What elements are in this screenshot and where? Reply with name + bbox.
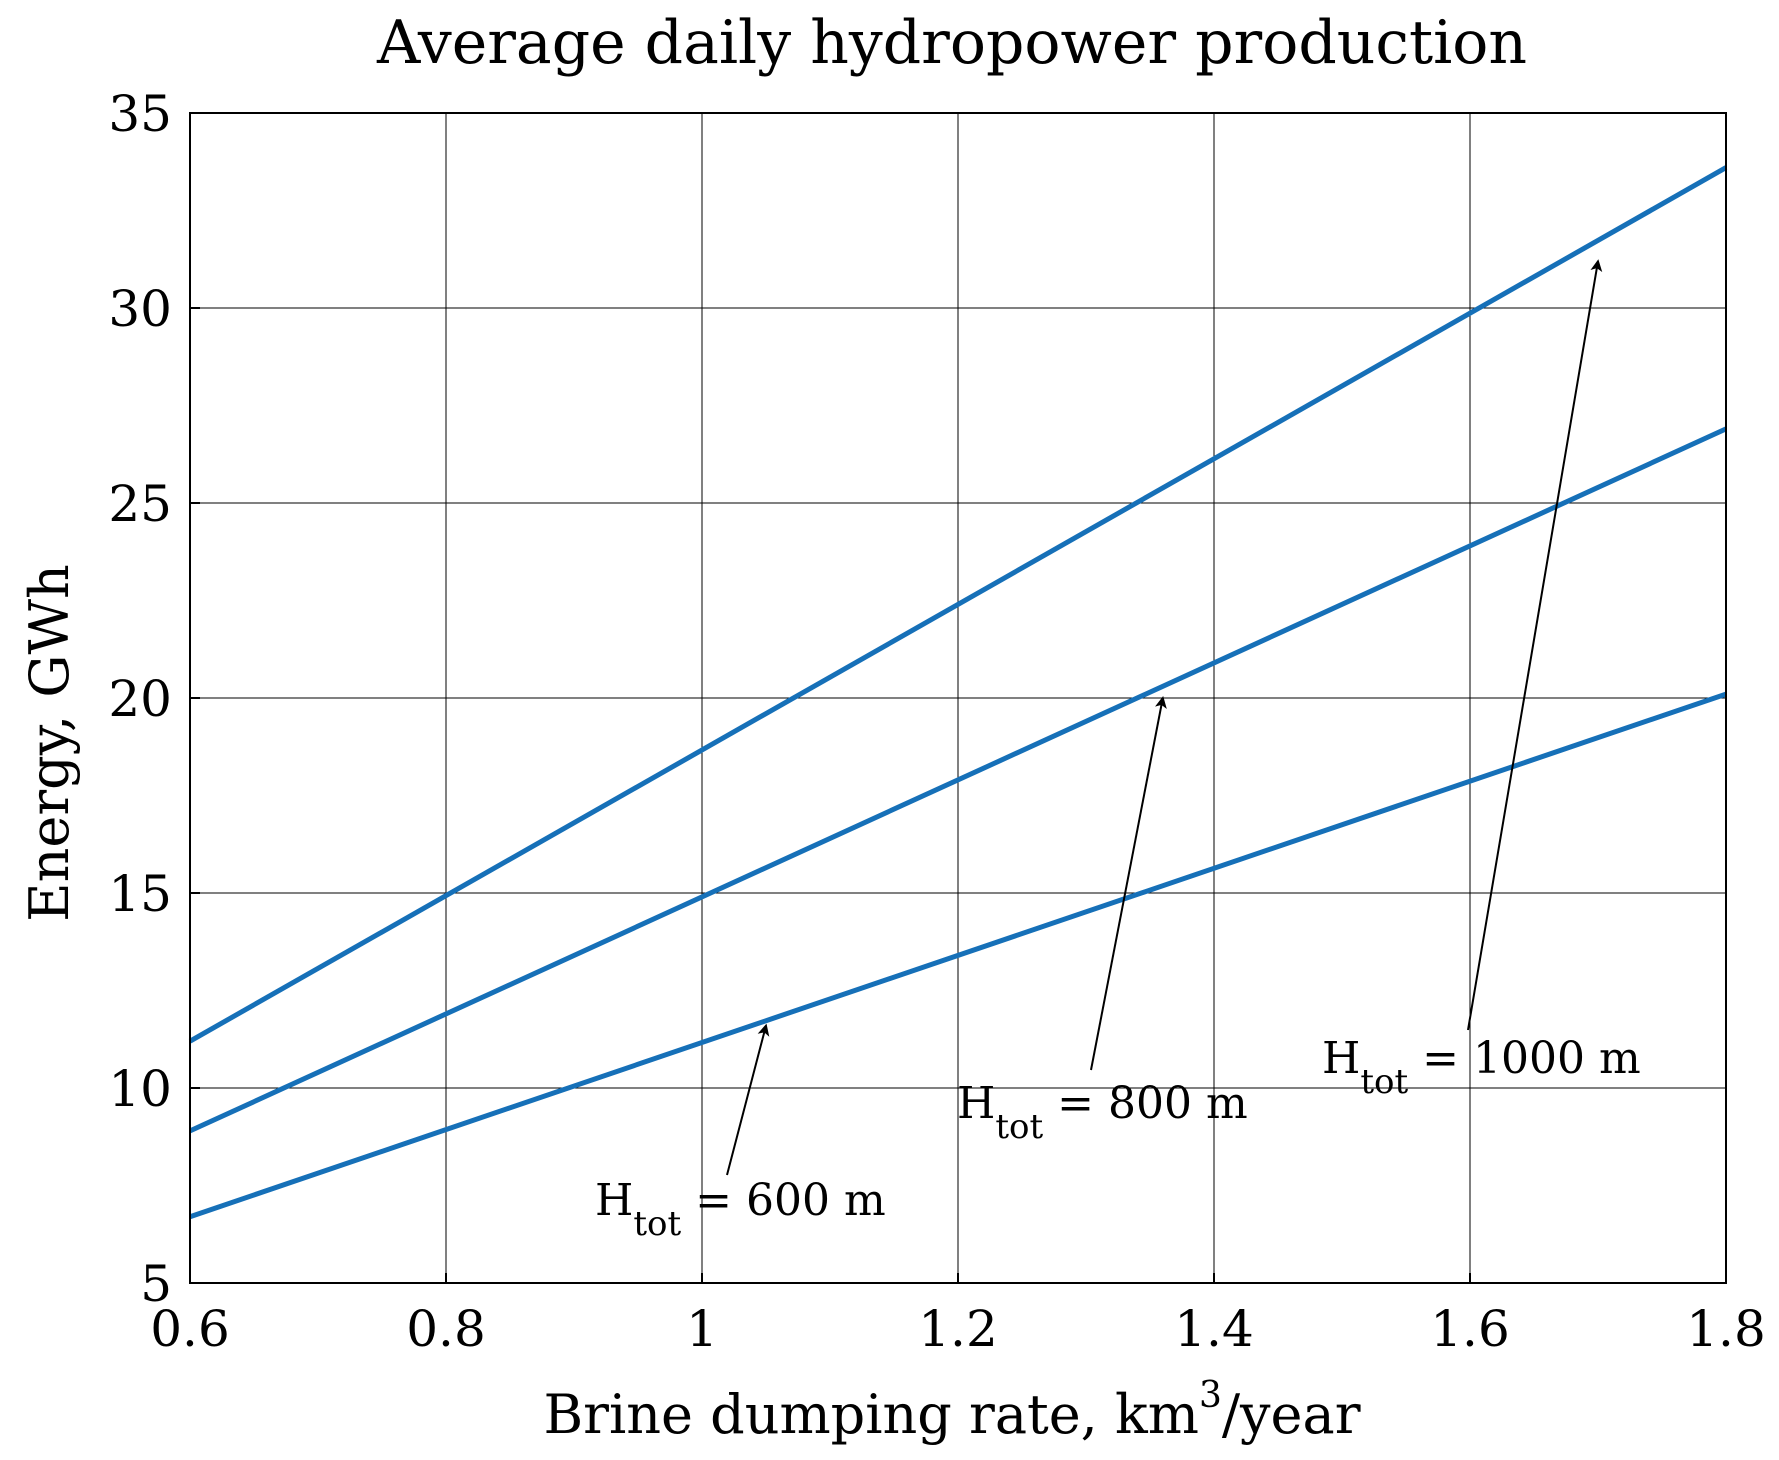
x-tick-label: 0.6 — [150, 1300, 230, 1358]
x-tick-label: 1.4 — [1174, 1300, 1254, 1358]
y-tick-label: 35 — [108, 85, 172, 143]
x-tick-label: 1.2 — [918, 1300, 998, 1358]
series-line-2 — [188, 426, 1728, 1134]
chart-title: Average daily hydropower production — [376, 8, 1527, 78]
x-tick-label: 1 — [686, 1300, 718, 1358]
x-tick-labels: 0.6 0.8 1 1.2 1.4 1.6 1.8 — [150, 1273, 1766, 1358]
series-group — [188, 165, 1728, 1220]
y-tick-label: 10 — [108, 1060, 172, 1118]
annotation-main: H — [595, 1175, 633, 1226]
x-axis-label-prefix: Brine dumping rate, km — [543, 1383, 1199, 1446]
annotation-arrow-2 — [1090, 696, 1167, 1071]
y-axis-label: Energy, GWh — [18, 564, 81, 922]
annotation-arrow-3 — [1467, 259, 1603, 1031]
annotation-main: H — [1322, 1033, 1360, 1084]
series-line-1 — [189, 691, 1727, 1220]
y-tick-label: 5 — [140, 1255, 172, 1313]
x-tick-label: 1.8 — [1686, 1300, 1766, 1358]
annotation-label-1: Htot = 600 m — [595, 1175, 886, 1244]
y-tick-labels: 5 10 15 20 25 30 35 — [108, 85, 200, 1313]
annotation-rest: = 600 m — [681, 1175, 886, 1226]
annotation-subscript: tot — [633, 1204, 681, 1244]
x-axis-label-sup: 3 — [1199, 1375, 1222, 1416]
y-tick-label: 25 — [108, 475, 172, 533]
y-tick-label: 20 — [108, 670, 172, 728]
annotation-main: H — [957, 1078, 995, 1129]
annotation-rest: = 1000 m — [1408, 1033, 1641, 1084]
x-tick-label: 1.6 — [1430, 1300, 1510, 1358]
series-line-3 — [188, 165, 1728, 1044]
annotation-rest: = 800 m — [1043, 1078, 1248, 1129]
annotation-label-3: Htot = 1000 m — [1322, 1033, 1641, 1102]
y-tick-label: 30 — [108, 280, 172, 338]
annotation-subscript: tot — [995, 1107, 1043, 1147]
annotation-arrow-1 — [726, 1023, 770, 1176]
y-tick-label: 15 — [108, 865, 172, 923]
annotation-subscript: tot — [1360, 1062, 1408, 1102]
x-tick-label: 0.8 — [406, 1300, 486, 1358]
annotation-label-2: Htot = 800 m — [957, 1078, 1248, 1147]
x-axis-label: Brine dumping rate, km3/year — [543, 1375, 1360, 1446]
x-axis-label-suffix: /year — [1222, 1383, 1361, 1446]
